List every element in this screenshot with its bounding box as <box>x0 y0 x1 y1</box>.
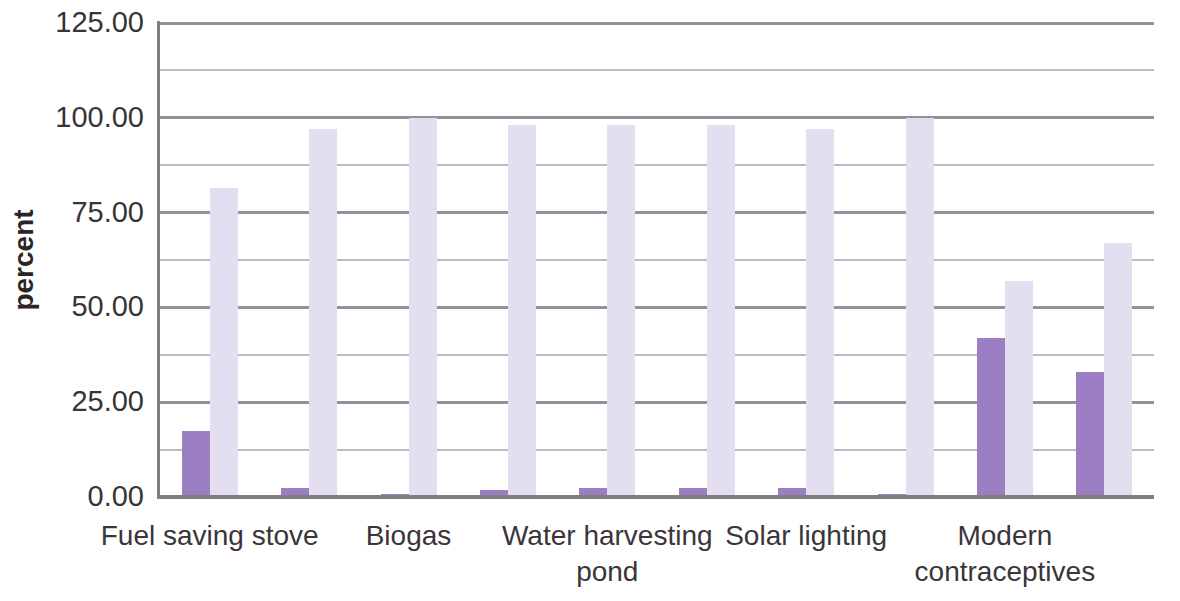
bar-chart: percent 125.00100.0075.0050.0025.000.00 … <box>0 0 1180 601</box>
gridline-112.5 <box>160 69 1154 71</box>
bar-dark-purple-series-10 <box>1076 372 1104 497</box>
x-category-label-3: Water harvesting pond <box>457 518 757 590</box>
bar-dark-purple-series-1 <box>182 431 210 497</box>
bar-light-purple-series-1 <box>210 188 238 497</box>
bar-light-purple-series-4 <box>508 125 536 497</box>
bar-light-purple-series-7 <box>806 129 834 497</box>
y-tick-label-25: 25.00 <box>0 385 144 418</box>
gridline-100 <box>160 116 1154 119</box>
x-category-label-4: Solar lighting <box>656 518 956 554</box>
bar-light-purple-series-9 <box>1005 281 1033 497</box>
x-category-label-2: Biogas <box>259 518 559 554</box>
y-tick-label-75: 75.00 <box>0 195 144 228</box>
bar-light-purple-series-8 <box>906 118 934 497</box>
y-tick-label-125: 125.00 <box>0 6 144 39</box>
gridline-125 <box>160 22 1154 25</box>
bar-light-purple-series-3 <box>409 118 437 497</box>
y-tick-label-50: 50.00 <box>0 290 144 323</box>
x-axis-line <box>157 495 1154 499</box>
bar-light-purple-series-5 <box>607 125 635 497</box>
bar-light-purple-series-10 <box>1104 243 1132 497</box>
bar-dark-purple-series-9 <box>977 338 1005 497</box>
bar-light-purple-series-6 <box>707 125 735 497</box>
bar-light-purple-series-2 <box>309 129 337 497</box>
y-axis-tick-labels: 125.00 100.00 75.00 50.00 25.00 0.00 <box>0 0 146 601</box>
y-tick-label-100: 100.00 <box>0 101 144 134</box>
x-category-label-5: Modern contraceptives <box>855 518 1155 590</box>
plot-area <box>160 23 1154 497</box>
y-tick-label-0: 0.00 <box>0 480 144 513</box>
